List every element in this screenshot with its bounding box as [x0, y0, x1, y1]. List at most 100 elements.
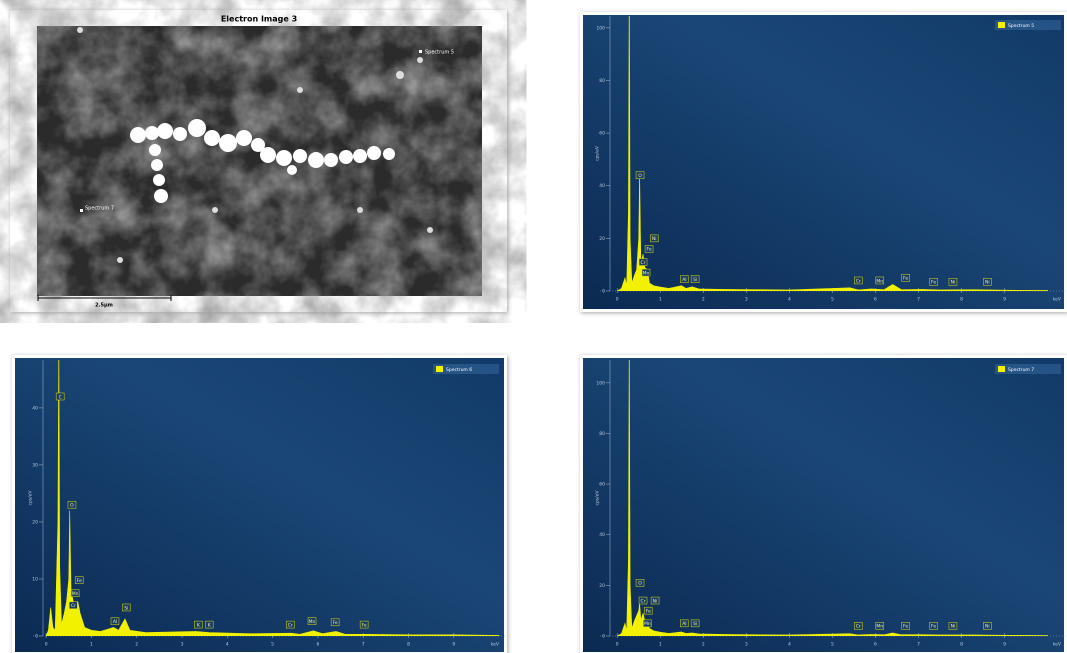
scale-bar-label: 2.5µm	[95, 303, 113, 309]
peak-label: Fe	[646, 608, 651, 614]
x-tick-label: 5	[271, 642, 274, 648]
y-tick-label: 40	[599, 183, 605, 189]
legend-swatch	[436, 366, 443, 372]
peak-label: Fe	[77, 578, 82, 584]
x-tick-label: 0	[616, 297, 619, 303]
x-tick-label: 0	[45, 642, 48, 648]
peak-label: Fe	[903, 276, 908, 282]
peak-label: Ni	[985, 624, 990, 630]
x-axis-label: keV	[491, 642, 500, 648]
peak-label: Cr	[288, 622, 293, 628]
peak-label: Ni	[653, 598, 658, 604]
peak-label: Fe	[903, 624, 908, 630]
peak-label: O	[638, 173, 642, 179]
image-panel: Electron Image 3 Spectrum 5 Spectrum 7 2…	[10, 10, 507, 312]
y-tick-label: 80	[599, 78, 605, 84]
y-tick-label: 0	[35, 634, 38, 640]
x-tick-label: 2	[135, 642, 138, 648]
legend-label: Spectrum 7	[1008, 367, 1034, 373]
spectrum-marker	[80, 209, 83, 212]
peak-label: Mn	[876, 624, 883, 630]
x-tick-label: 6	[874, 297, 877, 303]
peak-label: Mn	[72, 591, 79, 597]
y-tick-label: 10	[32, 576, 38, 582]
y-tick-label: 20	[32, 519, 38, 525]
x-tick-label: 2	[702, 642, 705, 648]
peak-label: Fe	[333, 620, 338, 626]
peak-label: O	[70, 503, 74, 509]
x-tick-label: 8	[960, 297, 963, 303]
y-tick-label: 40	[599, 532, 605, 538]
legend-label: Spectrum 5	[1008, 23, 1034, 29]
spectrum-label: Spectrum 7	[85, 206, 114, 212]
y-tick-label: 100	[596, 380, 605, 386]
x-tick-label: 3	[181, 642, 184, 648]
peak-label: Fe	[362, 622, 367, 628]
peak-label: Al	[113, 619, 117, 625]
peak-label: C	[59, 394, 62, 400]
legend-swatch	[998, 22, 1005, 28]
x-tick-label: 7	[917, 297, 920, 303]
image-title: Electron Image 3	[221, 15, 297, 24]
x-axis-label: keV	[1053, 642, 1062, 648]
figure: Electron Image 3 Spectrum 5 Spectrum 7 2…	[0, 0, 1067, 653]
x-tick-label: 2	[702, 297, 705, 303]
peak-label: Al	[682, 621, 686, 627]
spectrum-marker	[419, 50, 422, 53]
peak-label: Fe	[931, 280, 936, 286]
x-tick-label: 7	[362, 642, 365, 648]
y-tick-label: 0	[602, 289, 605, 295]
x-tick-label: 9	[1003, 642, 1006, 648]
x-tick-label: 3	[745, 297, 748, 303]
y-axis-label: cps/eV	[595, 145, 601, 161]
legend-swatch	[998, 366, 1005, 372]
image-texture	[37, 26, 482, 296]
x-tick-label: 4	[788, 642, 791, 648]
peak-label: Si	[693, 621, 697, 627]
y-tick-label: 20	[599, 236, 605, 242]
x-tick-label: 0	[616, 642, 619, 648]
plot-background	[583, 358, 1064, 652]
x-tick-label: 9	[1003, 297, 1006, 303]
y-tick-label: 20	[599, 583, 605, 589]
plot-background	[583, 15, 1064, 309]
peak-label: Si	[693, 277, 697, 283]
y-tick-label: 0	[602, 634, 605, 640]
x-tick-label: 9	[452, 642, 455, 648]
x-tick-label: 1	[90, 642, 93, 648]
peak-label: Ni	[652, 236, 657, 242]
x-axis-label: keV	[1053, 297, 1062, 303]
x-tick-label: 8	[960, 642, 963, 648]
peak-label: Fe	[647, 247, 652, 253]
x-tick-label: 4	[788, 297, 791, 303]
x-tick-label: 6	[316, 642, 319, 648]
peak-label: Ni	[985, 280, 990, 286]
y-tick-label: 80	[599, 431, 605, 437]
y-axis-label: cps/eV	[595, 490, 601, 506]
page: Electron Image 3 Spectrum 5 Spectrum 7 2…	[0, 0, 1067, 653]
peak-label: Cr	[856, 624, 861, 630]
x-tick-label: 1	[659, 297, 662, 303]
legend-label: Spectrum 6	[446, 367, 472, 373]
y-tick-label: 30	[32, 462, 38, 468]
x-tick-label: 5	[831, 297, 834, 303]
peak-label: Fe	[931, 624, 936, 630]
peak-label: Cr	[641, 598, 646, 604]
x-tick-label: 5	[831, 642, 834, 648]
peak-label: Mn	[876, 278, 883, 284]
peak-label: Ni	[951, 624, 956, 630]
peak-label: Cr	[71, 603, 76, 609]
x-tick-label: 8	[407, 642, 410, 648]
y-tick-label: 100	[596, 25, 605, 31]
y-axis-label: cps/eV	[28, 490, 34, 506]
x-tick-label: 7	[917, 642, 920, 648]
peak-label: Cr	[856, 278, 861, 284]
peak-label: Mn	[643, 270, 650, 276]
spectrum-label: Spectrum 5	[425, 50, 454, 56]
peak-label: Al	[682, 277, 686, 283]
peak-label: Mn	[644, 621, 651, 627]
peak-label: O	[638, 581, 642, 587]
